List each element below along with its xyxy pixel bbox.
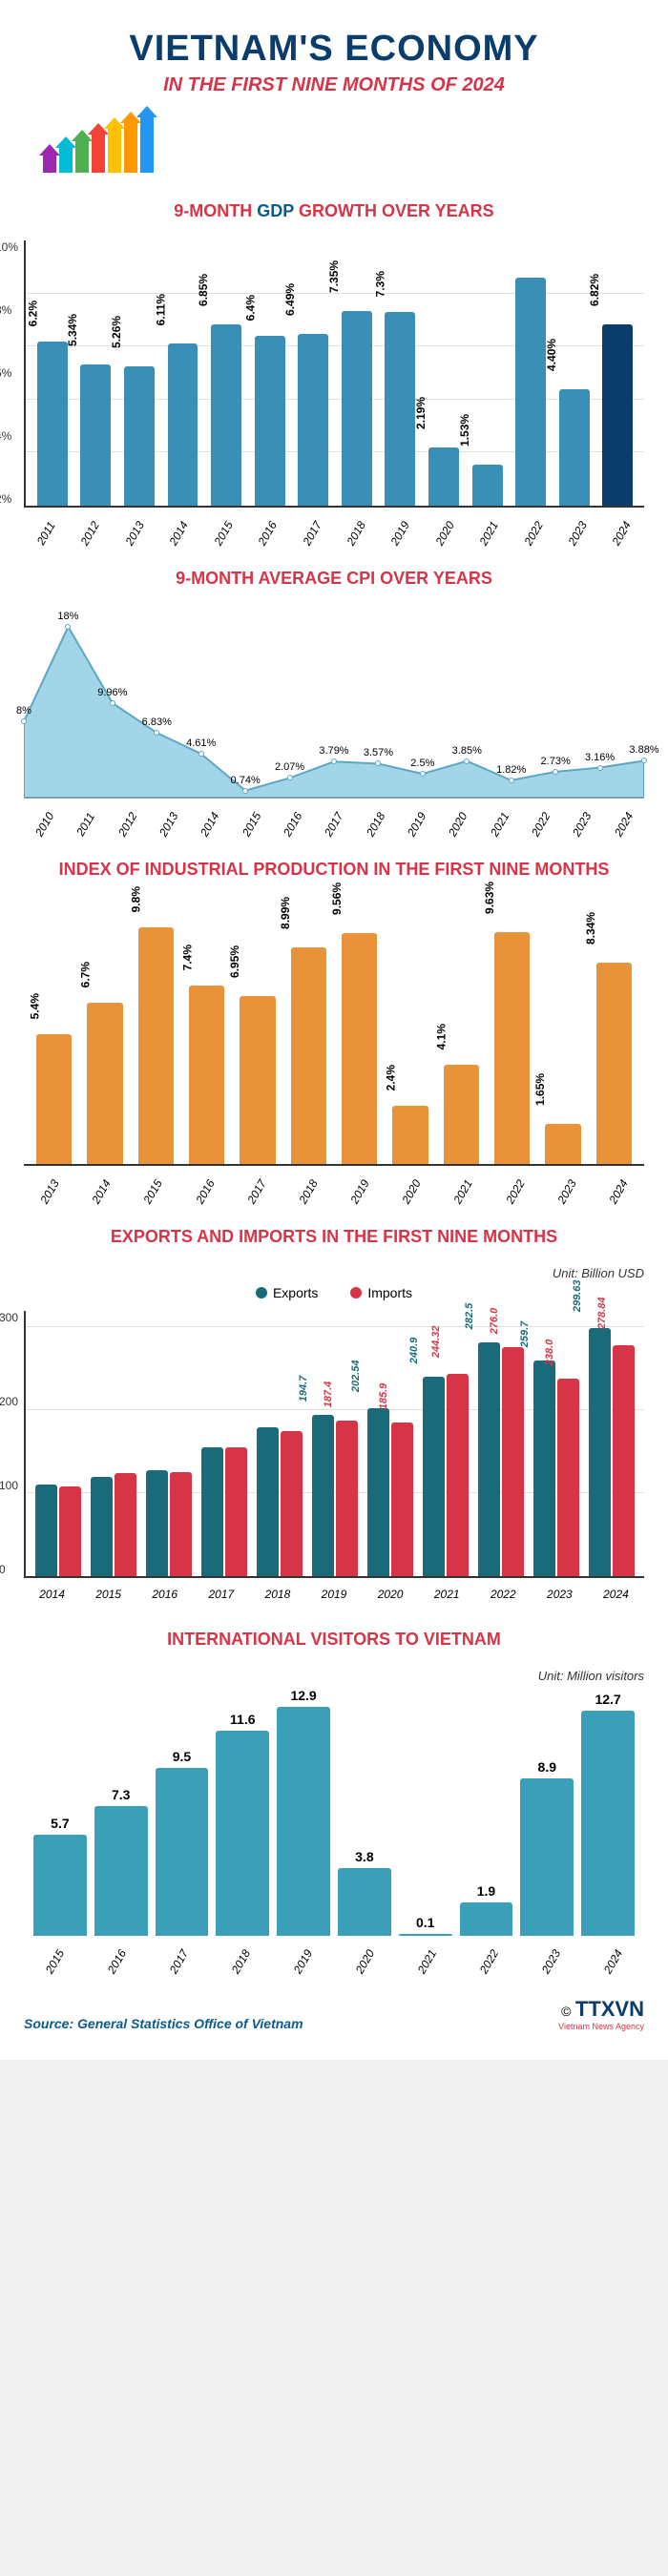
industrial-section-title: INDEX OF INDUSTRIAL PRODUCTION IN THE FI… xyxy=(24,860,644,880)
footer: Source: General Statistics Office of Vie… xyxy=(24,1987,644,2031)
logo-block: © TTXVN Vietnam News Agency xyxy=(558,1997,644,2031)
industrial-bar-chart: 5.4%6.7%9.8%7.4%6.95%8.99%9.56%2.4%4.1%9… xyxy=(24,899,644,1166)
main-title: VIETNAM'S ECONOMY xyxy=(24,29,644,70)
visitors-section-title: INTERNATIONAL VISITORS TO VIETNAM xyxy=(24,1630,644,1650)
cpi-area-chart: 8%18%9.96%6.83%4.61%0.74%2.07%3.79%3.57%… xyxy=(24,608,644,799)
industrial-chart: 5.4%6.7%9.8%7.4%6.95%8.99%9.56%2.4%4.1%9… xyxy=(24,899,644,1198)
decorative-arrows xyxy=(43,115,644,173)
visitors-unit: Unit: Million visitors xyxy=(24,1669,644,1683)
copyright: © xyxy=(561,2004,571,2019)
gdp-x-labels: 2011201220132014201520162017201820192020… xyxy=(24,512,644,540)
legend-exports: Exports xyxy=(256,1285,318,1300)
trade-legend: Exports Imports xyxy=(24,1285,644,1301)
legend-imports: Imports xyxy=(350,1285,412,1300)
source-text: Source: General Statistics Office of Vie… xyxy=(24,2016,303,2031)
infographic-root: VIETNAM'S ECONOMY IN THE FIRST NINE MONT… xyxy=(0,0,668,2060)
gdp-chart: 10%8%6%4%2% 6.2%5.34%5.26%6.11%6.85%6.4%… xyxy=(24,240,644,540)
cpi-x-labels: 2010201120122013201420152016201720182019… xyxy=(24,803,644,831)
logo-text: TTXVN xyxy=(575,1997,644,2021)
trade-unit: Unit: Billion USD xyxy=(24,1266,644,1280)
visitors-x-labels: 2015201620172018201920202021202220232024 xyxy=(24,1941,644,1968)
gdp-section-title: 9-MONTH GDP GROWTH OVER YEARS xyxy=(24,201,644,221)
industrial-x-labels: 2013201420152016201720182019202020212022… xyxy=(24,1171,644,1198)
trade-section-title: EXPORTS AND IMPORTS IN THE FIRST NINE MO… xyxy=(24,1227,644,1247)
gdp-bar-chart: 10%8%6%4%2% 6.2%5.34%5.26%6.11%6.85%6.4%… xyxy=(24,240,644,508)
trade-chart: 3002001000 194.7187.4202.54185.9240.9244… xyxy=(24,1311,644,1601)
trade-x-labels: 2014201520162017201820192020202120222023… xyxy=(24,1583,644,1601)
subtitle: IN THE FIRST NINE MONTHS OF 2024 xyxy=(24,74,644,96)
cpi-chart: 8%18%9.96%6.83%4.61%0.74%2.07%3.79%3.57%… xyxy=(24,608,644,831)
cpi-section-title: 9-MONTH AVERAGE CPI OVER YEARS xyxy=(24,569,644,589)
trade-bar-chart: 3002001000 194.7187.4202.54185.9240.9244… xyxy=(24,1311,644,1578)
visitors-chart: 5.77.39.511.612.93.80.11.98.912.7 201520… xyxy=(24,1688,644,1968)
logo-subtitle: Vietnam News Agency xyxy=(558,2022,644,2031)
visitors-bar-chart: 5.77.39.511.612.93.80.11.98.912.7 xyxy=(24,1688,644,1936)
